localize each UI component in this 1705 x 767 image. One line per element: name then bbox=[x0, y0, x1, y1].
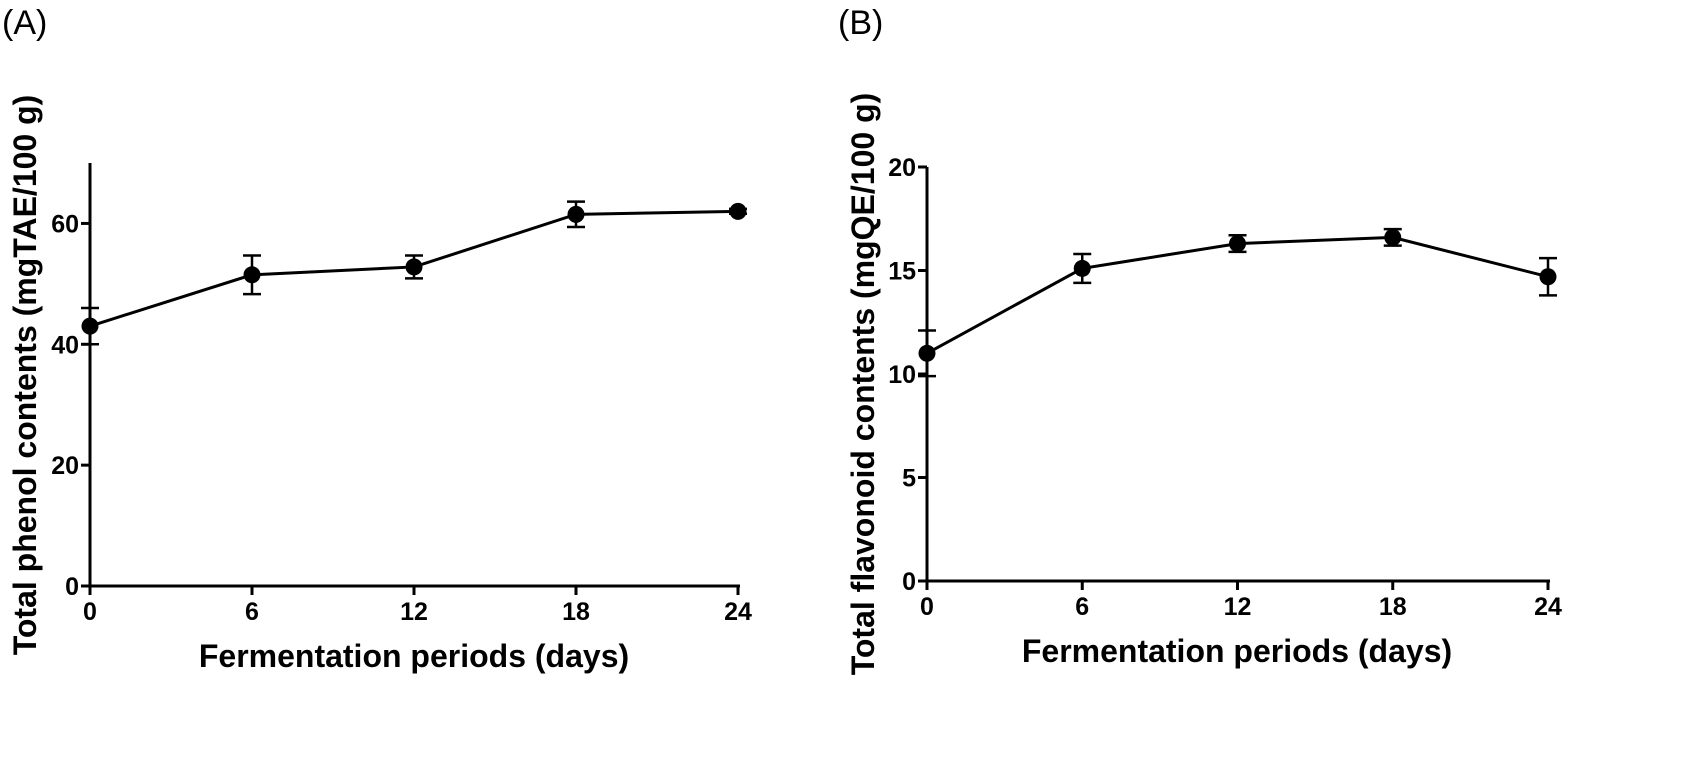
data-point bbox=[567, 205, 585, 223]
x-tick-label: 0 bbox=[920, 593, 934, 621]
data-point bbox=[405, 258, 423, 276]
y-tick-label: 10 bbox=[888, 361, 916, 389]
panel-letter: (B) bbox=[838, 4, 883, 42]
panel-letter: (A) bbox=[2, 4, 47, 42]
data-point bbox=[81, 317, 99, 335]
y-axis-title: Total flavonoid contents (mgQE/100 g) bbox=[845, 93, 881, 676]
y-tick-label: 60 bbox=[51, 210, 79, 238]
y-axis-title: Total phenol contents (mgTAE/100 g) bbox=[7, 95, 43, 656]
x-tick-label: 24 bbox=[724, 598, 752, 626]
x-tick-label: 0 bbox=[83, 598, 97, 626]
y-tick-label: 0 bbox=[65, 573, 79, 601]
y-tick-label: 20 bbox=[51, 452, 79, 480]
x-tick-label: 18 bbox=[562, 598, 590, 626]
data-point bbox=[729, 202, 747, 220]
x-tick-label: 12 bbox=[1224, 593, 1252, 621]
x-axis-title: Fermentation periods (days) bbox=[199, 638, 629, 674]
y-tick-label: 40 bbox=[51, 331, 79, 359]
chart-panel-b: (B) 0 5 10 15 20 0 6 12 18 24 Fermentation periods … bbox=[838, 4, 1562, 675]
x-tick-label: 18 bbox=[1379, 593, 1407, 621]
x-tick-label: 6 bbox=[1075, 593, 1089, 621]
data-point bbox=[1073, 259, 1091, 277]
x-tick-label: 6 bbox=[245, 598, 259, 626]
x-axis-title: Fermentation periods (days) bbox=[1022, 633, 1452, 669]
data-point bbox=[918, 344, 936, 362]
series-line bbox=[926, 235, 1549, 355]
data-point bbox=[1229, 235, 1246, 253]
y-tick-label: 5 bbox=[902, 465, 916, 493]
data-point bbox=[1539, 268, 1557, 286]
data-point bbox=[1384, 228, 1402, 246]
x-tick-label: 12 bbox=[400, 598, 428, 626]
chart-panel-a: (A) 0 20 40 60 0 6 12 18 24 Fermentation periods (… bbox=[2, 4, 752, 674]
x-tick-label: 24 bbox=[1534, 593, 1562, 621]
y-tick-label: 0 bbox=[902, 568, 916, 596]
y-tick-label: 15 bbox=[888, 258, 916, 286]
y-tick-label: 20 bbox=[888, 154, 916, 182]
data-point bbox=[243, 266, 261, 284]
